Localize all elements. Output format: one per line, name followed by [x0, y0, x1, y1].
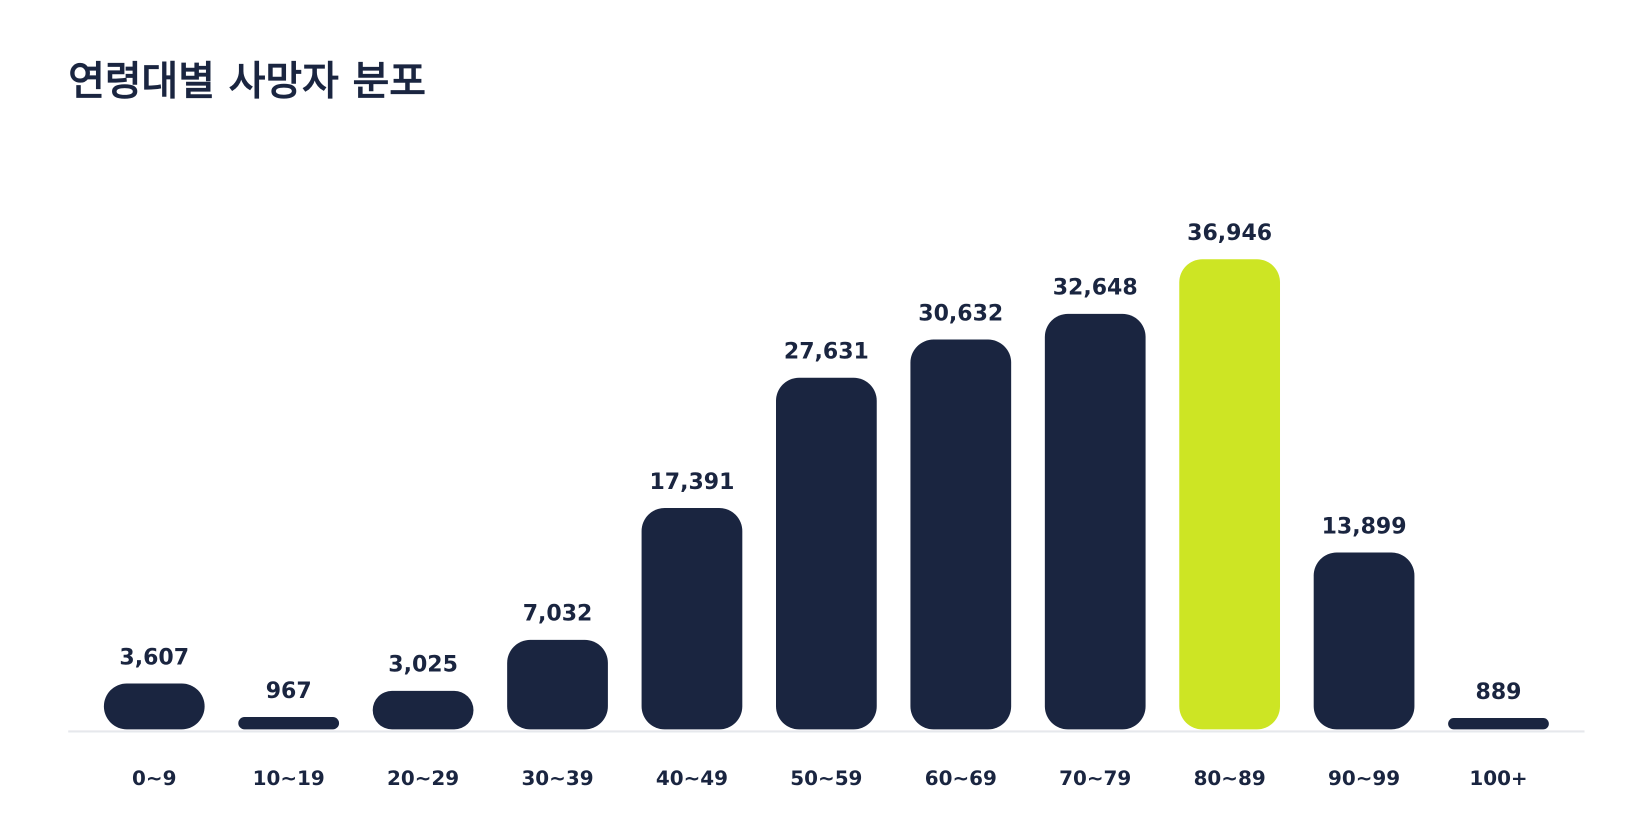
x-tick-label: 40~49 [656, 767, 728, 790]
x-tick-label: 20~29 [387, 767, 459, 790]
value-label: 36,946 [1187, 221, 1272, 246]
x-tick-label: 10~19 [253, 767, 325, 790]
value-label: 30,632 [918, 301, 1003, 326]
bar [641, 508, 743, 730]
x-tick-label: 100+ [1469, 767, 1527, 790]
value-label: 27,631 [784, 340, 869, 365]
x-tick-label: 70~79 [1059, 767, 1131, 790]
bar [372, 690, 474, 730]
x-tick-label: 80~89 [1194, 767, 1266, 790]
chart-title: 연령대별 사망자 분포 [68, 58, 426, 104]
bar [507, 639, 608, 730]
bar [910, 339, 1012, 730]
value-label: 17,391 [649, 470, 734, 495]
x-tick-label: 90~99 [1328, 767, 1400, 790]
x-tick-label: 30~39 [521, 767, 593, 790]
value-label: 967 [266, 679, 312, 704]
value-label: 32,648 [1053, 276, 1138, 301]
x-tick-label: 60~69 [925, 767, 997, 790]
value-label: 889 [1476, 680, 1522, 705]
value-label: 3,607 [119, 645, 189, 670]
bar [776, 377, 877, 730]
value-label: 3,025 [388, 653, 458, 678]
value-label: 7,032 [523, 602, 593, 627]
bar [1044, 313, 1146, 730]
bar [238, 717, 340, 730]
bar [1179, 259, 1281, 730]
x-tick-label: 50~59 [790, 767, 862, 790]
bar [1448, 718, 1549, 730]
value-label: 13,899 [1322, 514, 1407, 539]
x-tick-label: 0~9 [132, 767, 176, 790]
bar [1313, 552, 1415, 730]
bar [103, 683, 205, 730]
